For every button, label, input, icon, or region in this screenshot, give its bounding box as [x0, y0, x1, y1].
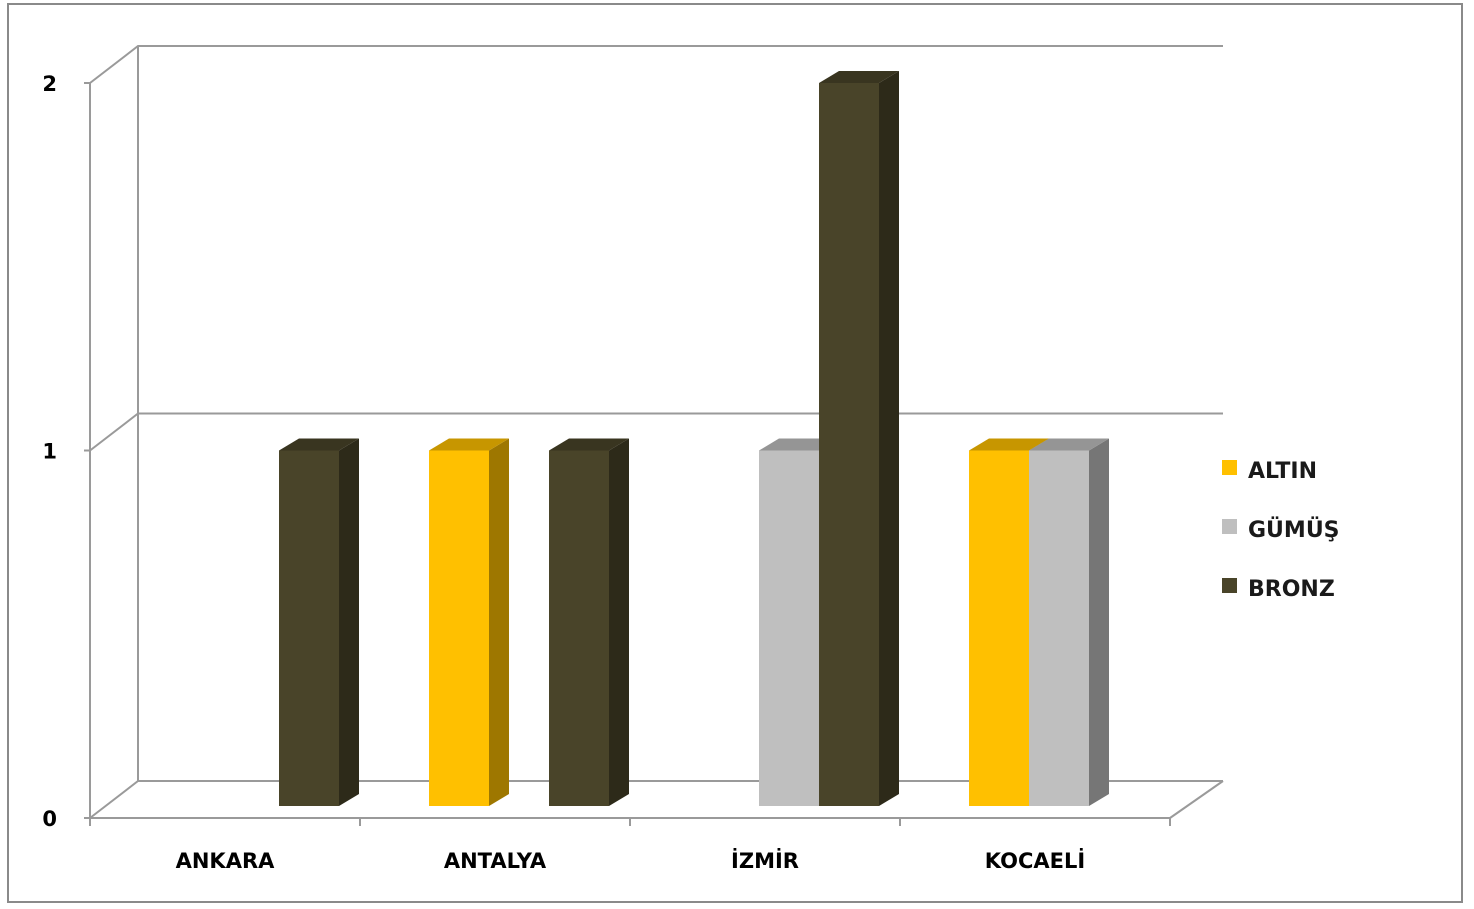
bar-top	[549, 438, 629, 451]
legend-swatch	[1222, 519, 1237, 534]
bar-side	[609, 438, 629, 806]
bar-front	[969, 450, 1029, 806]
x-tick-label-1: ANTALYA	[444, 849, 547, 873]
bar-side	[879, 71, 899, 806]
legend-label: ALTIN	[1248, 459, 1317, 484]
bar-bronz-i̇zmi̇r	[819, 71, 899, 806]
y-tick-labels: 0 1 2	[42, 72, 57, 831]
bar-altin-antalya	[429, 438, 509, 806]
x-tick-label-2: İZMİR	[731, 848, 799, 873]
legend: ALTIN GÜMÜŞ BRONZ	[1222, 459, 1340, 602]
bar-side	[339, 438, 359, 806]
bar-front	[549, 450, 609, 806]
bar-front	[1029, 450, 1089, 806]
bar-front	[759, 450, 819, 806]
bar-top	[819, 71, 899, 83]
legend-item-bronz: BRONZ	[1222, 577, 1335, 602]
axes	[84, 82, 1171, 826]
bars	[279, 71, 1109, 806]
bar-side	[489, 438, 509, 806]
bar-top	[429, 438, 509, 451]
y-tick-label-0: 0	[42, 807, 57, 831]
bar-bronz-ankara	[279, 438, 359, 806]
bar-top	[1029, 438, 1109, 451]
bar-top	[279, 438, 359, 451]
x-tick-labels: ANKARA ANTALYA İZMİR KOCAELİ	[176, 848, 1086, 873]
legend-swatch	[1222, 460, 1237, 475]
chart-frame	[7, 3, 1463, 903]
x-tick-label-3: KOCAELİ	[985, 848, 1085, 873]
legend-label: GÜMÜŞ	[1248, 517, 1340, 543]
bar-top	[969, 438, 1049, 451]
x-tick-label-0: ANKARA	[176, 849, 276, 873]
legend-swatch	[1222, 578, 1237, 593]
legend-label: BRONZ	[1248, 577, 1335, 602]
bar-gümüş-kocaeli̇	[1029, 438, 1109, 806]
legend-item-gümüş: GÜMÜŞ	[1222, 517, 1340, 543]
y-tick-label-1: 1	[42, 440, 57, 464]
bar-front	[429, 450, 489, 806]
bar-side	[1089, 438, 1109, 806]
bar-front	[819, 83, 879, 806]
y-tick-label-2: 2	[42, 72, 57, 96]
floor-right-edge	[1169, 780, 1224, 819]
bar-front	[279, 450, 339, 806]
bar-bronz-antalya	[549, 438, 629, 806]
gridline-2	[89, 45, 1223, 84]
legend-item-altin: ALTIN	[1222, 459, 1317, 484]
